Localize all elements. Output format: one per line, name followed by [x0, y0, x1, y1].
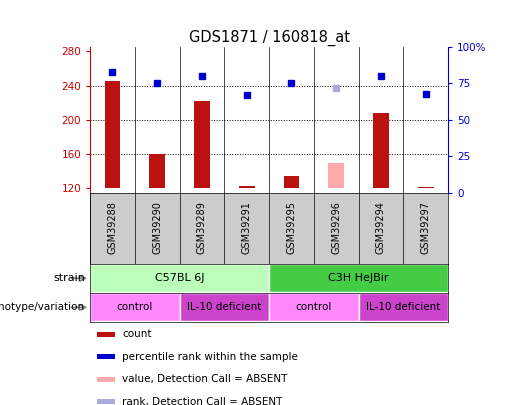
Bar	[269, 264, 448, 292]
Bar	[373, 113, 389, 188]
Bar	[284, 176, 299, 188]
Bar	[194, 101, 210, 188]
Text: GSM39296: GSM39296	[331, 201, 341, 254]
Bar	[180, 293, 269, 322]
Bar	[97, 377, 115, 382]
Text: IL-10 deficient: IL-10 deficient	[187, 303, 262, 312]
Text: rank, Detection Call = ABSENT: rank, Detection Call = ABSENT	[123, 396, 283, 405]
Text: control: control	[117, 303, 153, 312]
Text: count: count	[123, 329, 152, 339]
Bar	[239, 186, 254, 188]
Title: GDS1871 / 160818_at: GDS1871 / 160818_at	[188, 30, 350, 46]
Text: strain: strain	[53, 273, 85, 283]
Bar	[149, 154, 165, 188]
Text: GSM39291: GSM39291	[242, 201, 252, 254]
Text: genotype/variation: genotype/variation	[0, 303, 85, 312]
Bar	[97, 399, 115, 404]
Text: IL-10 deficient: IL-10 deficient	[366, 303, 440, 312]
Text: GSM39289: GSM39289	[197, 201, 207, 254]
Bar	[329, 163, 344, 188]
Bar	[269, 293, 358, 322]
Bar	[358, 293, 448, 322]
Text: GSM39295: GSM39295	[286, 201, 297, 254]
Text: C3H HeJBir: C3H HeJBir	[329, 273, 389, 283]
Bar	[90, 264, 269, 292]
Bar	[97, 332, 115, 337]
Text: GSM39290: GSM39290	[152, 201, 162, 254]
Text: value, Detection Call = ABSENT: value, Detection Call = ABSENT	[123, 374, 288, 384]
Text: GSM39297: GSM39297	[421, 201, 431, 254]
Text: control: control	[296, 303, 332, 312]
Text: GSM39288: GSM39288	[108, 201, 117, 254]
Text: C57BL 6J: C57BL 6J	[155, 273, 204, 283]
Text: percentile rank within the sample: percentile rank within the sample	[123, 352, 298, 362]
Text: GSM39294: GSM39294	[376, 201, 386, 254]
Bar	[418, 187, 434, 188]
Bar	[97, 354, 115, 359]
Bar	[105, 81, 121, 188]
Bar	[90, 293, 180, 322]
